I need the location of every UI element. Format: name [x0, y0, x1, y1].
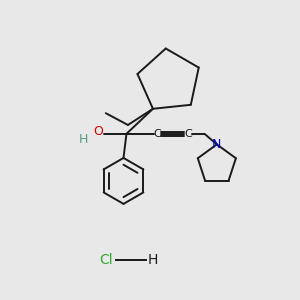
Text: Cl: Cl — [99, 254, 112, 267]
Text: C: C — [154, 129, 161, 139]
Text: H: H — [148, 254, 158, 267]
Text: H: H — [79, 133, 88, 146]
Text: C: C — [184, 129, 192, 139]
Text: O: O — [93, 125, 103, 138]
Text: N: N — [212, 138, 221, 151]
